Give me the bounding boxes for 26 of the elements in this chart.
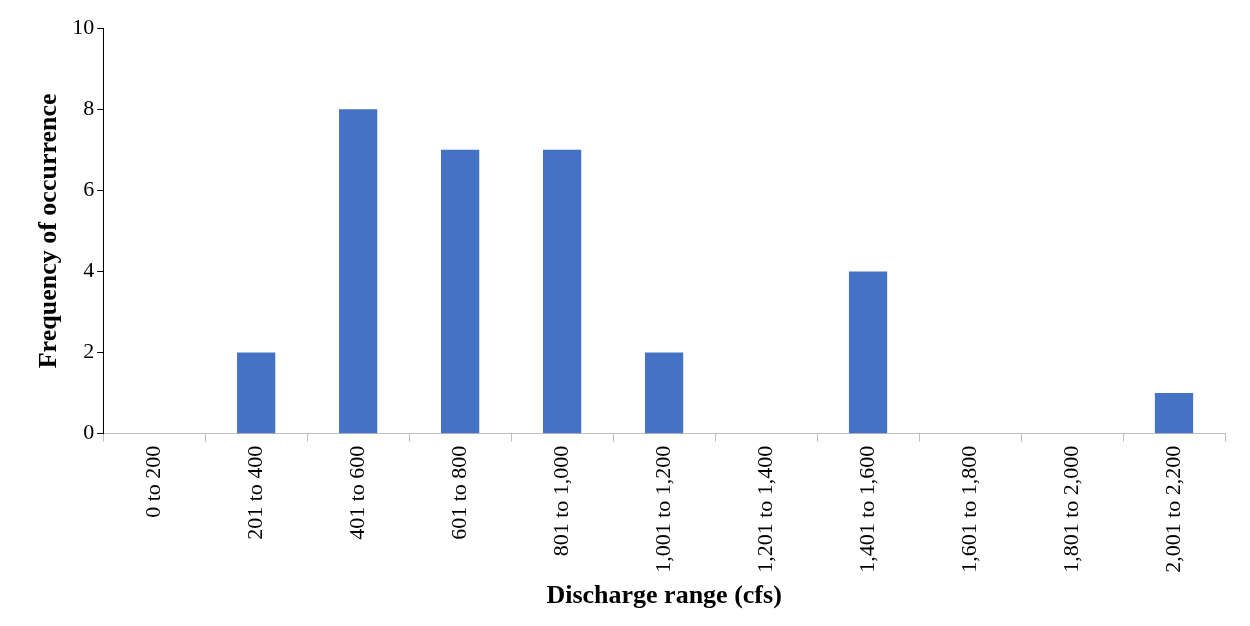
x-tick-label: 1,601 to 1,800 [955, 445, 981, 573]
y-tick-label: 6 [83, 176, 95, 202]
x-tick-label: 2,001 to 2,200 [1159, 445, 1185, 573]
x-tick-label: 1,201 to 1,400 [751, 445, 777, 573]
bar [543, 149, 582, 434]
x-tick-label: 1,001 to 1,200 [649, 445, 675, 573]
x-tick-label: 401 to 600 [343, 445, 369, 540]
y-tick-label: 10 [72, 13, 95, 39]
y-tick-label: 0 [83, 419, 95, 445]
y-axis-title: Frequency of occurrence [33, 93, 63, 369]
bar [237, 352, 276, 434]
x-tick-label: 201 to 400 [241, 445, 267, 540]
bar [339, 109, 378, 434]
x-axis-title: Discharge range (cfs) [546, 580, 782, 610]
x-tick-label: 0 to 200 [139, 445, 165, 518]
y-tick-label: 4 [83, 257, 95, 283]
x-tick-label: 801 to 1,000 [547, 445, 573, 557]
x-tick-label: 601 to 800 [445, 445, 471, 540]
x-tick-label: 1,801 to 2,000 [1057, 445, 1083, 573]
bar [1154, 393, 1194, 434]
bar [441, 149, 480, 434]
y-tick-label: 8 [83, 94, 95, 120]
bar [644, 352, 684, 434]
y-tick-label: 2 [83, 338, 95, 364]
bar [848, 271, 888, 434]
x-tick-label: 1,401 to 1,600 [853, 445, 879, 573]
